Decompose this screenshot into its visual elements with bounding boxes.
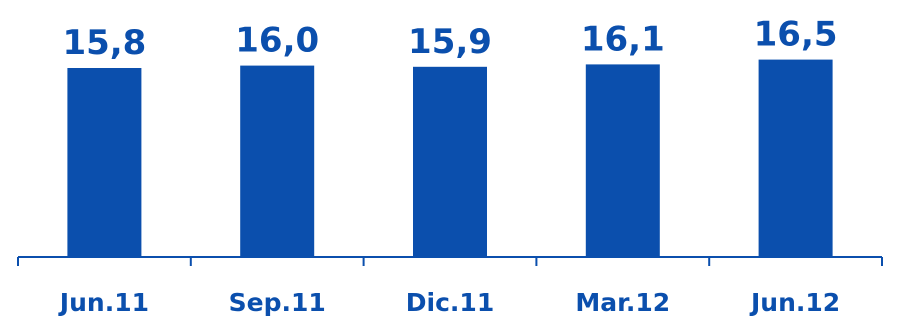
value-labels-layer: 15,8 16,0 15,9 16,1 16,5 <box>62 15 837 63</box>
bar-mar-12 <box>585 64 660 258</box>
x-tick-label: Sep.11 <box>229 288 326 317</box>
x-tick-labels: Jun.11 Sep.11 Dic.11 Mar.12 Jun.12 <box>58 288 840 317</box>
value-label: 16,0 <box>235 21 319 61</box>
bar-jun-12 <box>758 59 833 257</box>
value-label: 16,5 <box>754 15 838 55</box>
x-tick-label: Dic.11 <box>406 288 494 317</box>
x-tick-label: Mar.12 <box>575 288 670 317</box>
bars-layer <box>67 59 833 258</box>
x-tick-label: Jun.11 <box>58 288 149 317</box>
bar-sep-11 <box>240 65 315 257</box>
value-label: 16,1 <box>581 19 665 59</box>
x-axis <box>17 256 883 266</box>
bar-dic-11 <box>413 66 487 257</box>
bar-jun-11 <box>67 68 142 257</box>
value-label: 15,8 <box>62 23 146 63</box>
x-tick-label: Jun.12 <box>749 288 840 317</box>
value-label: 15,9 <box>408 22 492 62</box>
